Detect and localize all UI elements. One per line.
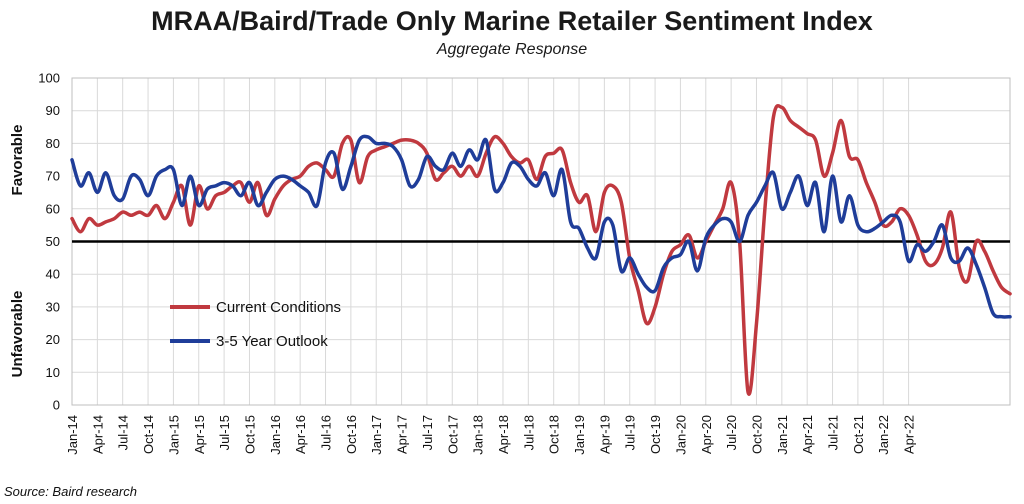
x-tick-label: Oct-15 — [242, 415, 257, 454]
x-tick-label: Jul-20 — [724, 415, 739, 450]
x-tick-label: Jan-21 — [775, 415, 790, 455]
x-tick-label: Oct-18 — [547, 415, 562, 454]
x-tick-label: Apr-15 — [192, 415, 207, 454]
x-tick-label: Jul-15 — [217, 415, 232, 450]
x-tick-label: Jan-18 — [471, 415, 486, 455]
series-line-current-conditions — [70, 104, 1012, 396]
x-tick-label: Apr-16 — [293, 415, 308, 454]
y-axis-ticks: 0 10 20 30 40 50 60 70 80 90 100 — [38, 71, 60, 413]
x-tick-label: Jan-15 — [166, 415, 181, 455]
y-tick-label: 20 — [46, 332, 60, 347]
y-tick-label: 70 — [46, 169, 60, 184]
x-tick-label: Jan-22 — [876, 415, 891, 455]
legend-label-outlook: 3-5 Year Outlook — [216, 333, 328, 350]
x-tick-label: Jul-17 — [420, 415, 435, 450]
legend: Current Conditions 3-5 Year Outlook — [170, 299, 341, 350]
chart-title: MRAA/Baird/Trade Only Marine Retailer Se… — [151, 6, 873, 36]
x-tick-label: Oct-14 — [141, 415, 156, 454]
source-note: Source: Baird research — [4, 484, 137, 499]
x-tick-label: Oct-20 — [749, 415, 764, 454]
series-lines — [70, 104, 1012, 396]
x-tick-label: Oct-19 — [648, 415, 663, 454]
y-label-favorable: Favorable — [9, 125, 26, 196]
x-tick-label: Jul-16 — [319, 415, 334, 450]
y-tick-label: 40 — [46, 267, 60, 282]
x-tick-label: Jan-16 — [268, 415, 283, 455]
x-tick-label: Oct-17 — [445, 415, 460, 454]
chart-subtitle: Aggregate Response — [436, 41, 587, 58]
legend-label-current: Current Conditions — [216, 299, 341, 316]
x-tick-label: Jan-20 — [673, 415, 688, 455]
x-tick-label: Jul-21 — [826, 415, 841, 450]
x-tick-label: Jul-19 — [623, 415, 638, 450]
y-tick-label: 100 — [38, 71, 60, 86]
y-tick-label: 0 — [53, 398, 60, 413]
y-tick-label: 90 — [46, 103, 60, 118]
y-tick-label: 60 — [46, 201, 60, 216]
x-tick-label: Jul-14 — [116, 415, 131, 450]
x-tick-label: Apr-21 — [800, 415, 815, 454]
x-tick-label: Apr-14 — [90, 415, 105, 454]
y-label-unfavorable: Unfavorable — [9, 291, 26, 378]
x-tick-label: Jan-19 — [572, 415, 587, 455]
x-tick-label: Apr-22 — [902, 415, 917, 454]
x-tick-label: Apr-18 — [496, 415, 511, 454]
series-line-outlook — [70, 134, 1012, 319]
y-tick-label: 30 — [46, 299, 60, 314]
x-tick-label: Jul-18 — [521, 415, 536, 450]
x-tick-label: Oct-16 — [344, 415, 359, 454]
x-tick-label: Jan-14 — [65, 415, 80, 455]
x-tick-label: Apr-19 — [597, 415, 612, 454]
x-tick-label: Apr-20 — [699, 415, 714, 454]
x-axis-ticks: Jan-14 Apr-14 Jul-14 Oct-14 Jan-15 Apr-15 Jul-… — [65, 415, 917, 455]
x-tick-label: Jan-17 — [369, 415, 384, 455]
y-tick-label: 80 — [46, 136, 60, 151]
x-tick-label: Oct-21 — [851, 415, 866, 454]
y-tick-label: 10 — [46, 365, 60, 380]
y-tick-label: 50 — [46, 234, 60, 249]
x-tick-label: Apr-17 — [395, 415, 410, 454]
